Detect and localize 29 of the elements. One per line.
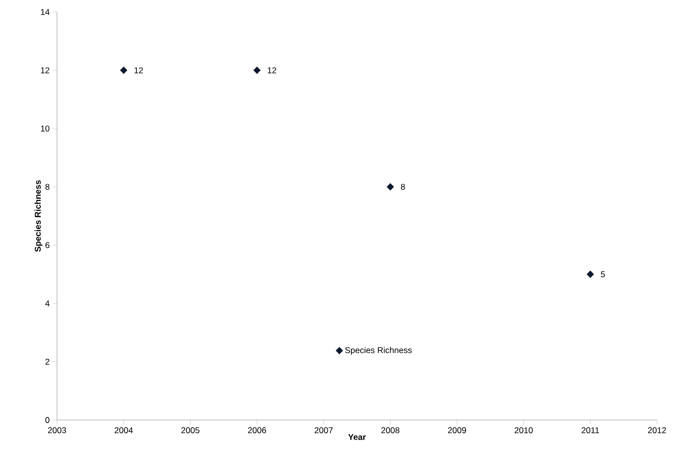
y-tick-label: 4 [45, 300, 50, 306]
y-axis-title: Species Richness [34, 180, 42, 252]
x-tick-label: 2003 [48, 427, 66, 434]
point [586, 270, 594, 278]
data-label: 12 [268, 67, 276, 74]
x-tick-label: 2007 [314, 427, 333, 434]
point [386, 183, 394, 191]
x-tick-label: 2005 [181, 427, 200, 434]
x-tick-label: 2010 [514, 427, 533, 434]
x-tick-label: 2004 [114, 427, 133, 434]
y-tick-label: 6 [45, 242, 50, 248]
y-tick-label: 0 [45, 416, 50, 423]
x-tick-label: 2006 [248, 427, 266, 434]
data-label: 12 [134, 67, 143, 74]
x-axis-title: Year [348, 434, 366, 440]
x-tick-label: 2011 [582, 427, 600, 434]
y-tick-label: 14 [40, 9, 50, 15]
y-tick-label: 10 [40, 126, 50, 132]
data-label: 8 [400, 184, 405, 190]
x-tick-label: 2012 [648, 427, 666, 434]
y-tick-label: 8 [45, 184, 50, 190]
legend-label: Species Richness [345, 346, 412, 355]
x-tick-label: 2008 [381, 427, 400, 434]
data-label: 5 [600, 271, 605, 278]
y-tick-label: 12 [40, 67, 50, 74]
point [120, 66, 128, 74]
y-tick-label: 2 [45, 358, 50, 365]
point [253, 66, 261, 74]
x-tick-label: 2009 [448, 427, 466, 434]
